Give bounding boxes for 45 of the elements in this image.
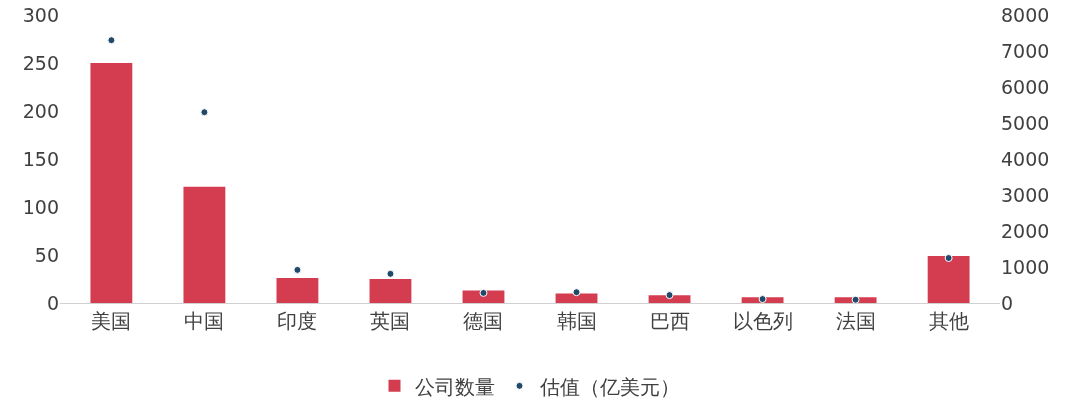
point: [758, 295, 767, 304]
point: [107, 36, 116, 45]
y-tick-label: 250: [22, 51, 59, 74]
point: [200, 108, 209, 117]
x-tick-label: 其他: [928, 309, 969, 333]
bar: [276, 278, 319, 303]
y2-tick-label: 4000: [1001, 147, 1050, 170]
x-tick-label: 韩国: [556, 309, 597, 333]
bar: [555, 293, 598, 303]
x-tick-label: 以色列: [732, 309, 793, 333]
bar: [369, 279, 412, 303]
x-tick-label: 英国: [370, 309, 411, 333]
y-tick-label: 300: [22, 3, 59, 26]
y2-tick-label: 5000: [1001, 111, 1050, 134]
x-tick-label: 巴西: [649, 309, 690, 333]
y2-tick-label: 6000: [1001, 75, 1050, 98]
bar: [648, 295, 691, 303]
y2-tick-label: 3000: [1001, 183, 1050, 206]
point: [572, 288, 581, 297]
legend-label: 公司数量: [414, 374, 495, 399]
y-tick-label: 50: [34, 243, 59, 266]
point: [293, 265, 302, 274]
y-tick-label: 150: [22, 147, 59, 170]
bar: [90, 63, 133, 303]
bar: [927, 255, 970, 303]
x-tick-label: 美国: [91, 309, 132, 333]
point: [386, 269, 395, 278]
x-tick-label: 德国: [463, 309, 504, 333]
y-tick-label: 0: [46, 291, 59, 314]
point: [944, 254, 953, 262]
y2-tick-label: 7000: [1001, 39, 1050, 62]
y2-tick-label: 1000: [1001, 255, 1050, 278]
y2-tick-label: 0: [1001, 291, 1014, 314]
y2-tick-label: 8000: [1001, 3, 1050, 26]
x-tick-label: 中国: [184, 309, 225, 333]
y2-tick-label: 2000: [1001, 219, 1050, 242]
x-tick-label: 印度: [277, 309, 318, 333]
bar: [183, 186, 226, 303]
x-tick-label: 法国: [835, 309, 876, 333]
point: [479, 288, 488, 297]
y-tick-label: 200: [22, 99, 59, 122]
point: [665, 291, 674, 300]
legend-label: 估值（亿美元）: [538, 374, 680, 399]
y-tick-label: 100: [22, 195, 59, 218]
point: [851, 295, 860, 304]
